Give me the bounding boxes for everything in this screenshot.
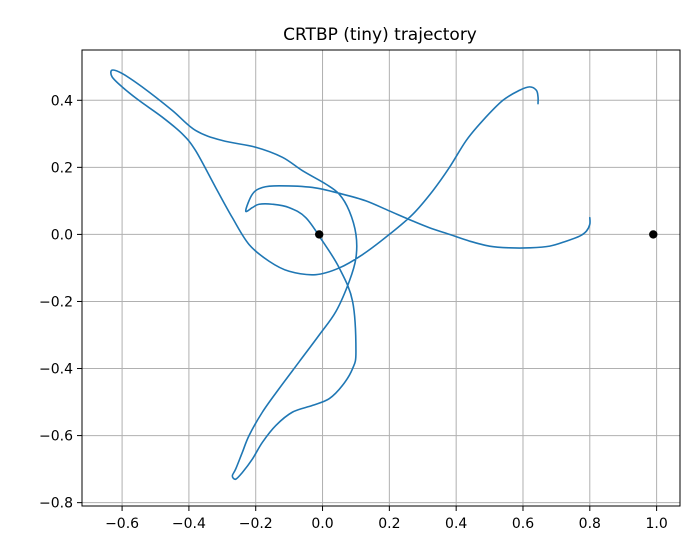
- trajectory-layer: [110, 69, 591, 481]
- y-tick-label: −0.4: [39, 362, 73, 378]
- y-tick-label: −0.8: [39, 496, 73, 512]
- x-tick-label: 0.8: [579, 516, 601, 532]
- x-tick-label: −0.4: [172, 516, 206, 532]
- x-tick-label: −0.2: [239, 516, 273, 532]
- x-tick-label: 0.4: [445, 516, 467, 532]
- y-axis: −0.8 −0.6 −0.4 −0.2 0.0 0.2 0.4: [39, 93, 82, 512]
- x-tick-label: −0.6: [105, 516, 139, 532]
- body-marker: [649, 230, 658, 239]
- points-layer: [314, 230, 658, 239]
- axes-frame: [81, 49, 681, 507]
- x-tick-label: 0.2: [378, 516, 400, 532]
- trajectory-line: [110, 69, 591, 481]
- y-tick-label: 0.4: [51, 93, 73, 109]
- grid-lines: [82, 50, 680, 506]
- x-axis: −0.6 −0.4 −0.2 0.0 0.2 0.4 0.6 0.8 1.0: [105, 506, 668, 532]
- body-marker: [314, 230, 324, 239]
- chart-title: CRTBP (tiny) trajectory: [283, 25, 477, 45]
- x-tick-label: 1.0: [645, 516, 667, 532]
- y-tick-label: 0.2: [51, 160, 73, 176]
- y-tick-label: 0.0: [51, 227, 73, 243]
- y-tick-label: −0.2: [39, 294, 73, 310]
- y-tick-label: −0.6: [39, 429, 73, 445]
- x-tick-label: 0.0: [311, 516, 333, 532]
- x-tick-label: 0.6: [512, 516, 534, 532]
